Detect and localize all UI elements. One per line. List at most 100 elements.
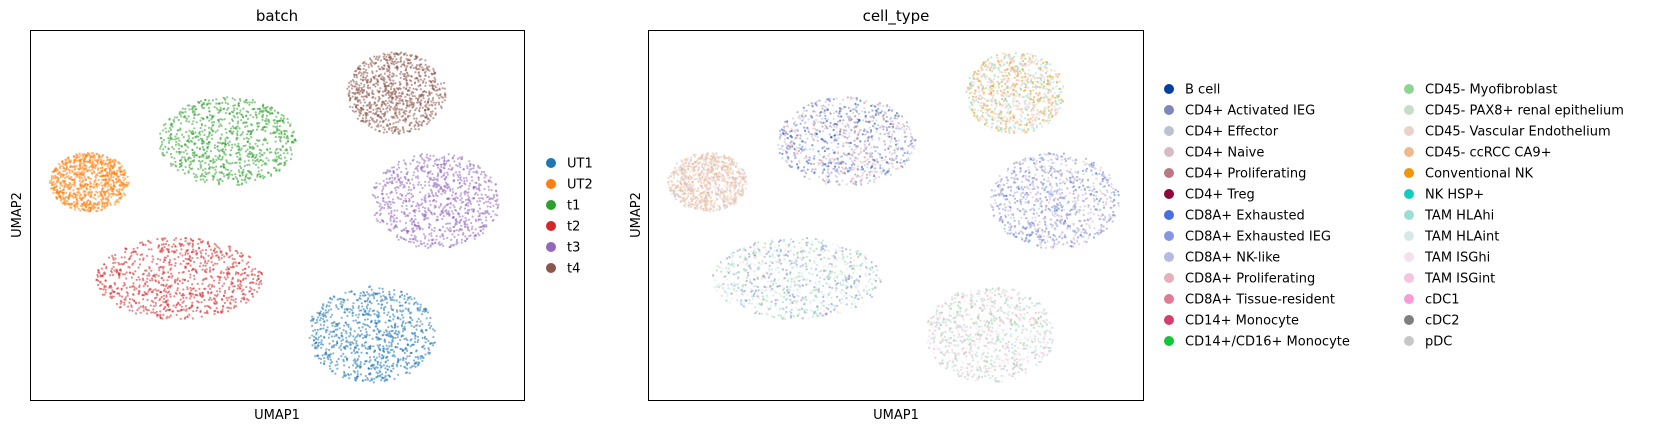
batch-point xyxy=(215,158,218,162)
batch-point xyxy=(180,158,183,161)
batch-point xyxy=(413,234,416,237)
batch-point xyxy=(374,74,377,77)
batch-point xyxy=(433,181,436,184)
batch-point xyxy=(280,133,283,136)
batch-point xyxy=(464,216,467,220)
batch-point xyxy=(85,165,88,168)
batch-point xyxy=(169,128,173,132)
batch-point xyxy=(492,196,495,199)
batch-point xyxy=(182,300,185,303)
batch-point xyxy=(76,154,79,157)
batch-point xyxy=(283,136,286,139)
batch-point xyxy=(407,188,410,192)
batch-point xyxy=(377,201,380,204)
batch-point xyxy=(113,281,116,285)
batch-point xyxy=(223,276,226,279)
batch-point xyxy=(236,179,240,183)
batch-point xyxy=(108,256,111,259)
batch-point xyxy=(373,195,376,198)
batch-point xyxy=(430,100,433,103)
batch-point xyxy=(181,282,184,285)
batch-point xyxy=(229,245,232,248)
batch-point xyxy=(360,72,363,75)
batch-point xyxy=(73,206,77,209)
batch-point xyxy=(251,281,254,284)
batch-point xyxy=(458,207,462,210)
batch-point xyxy=(226,108,229,111)
batch-point xyxy=(255,279,259,282)
batch-point xyxy=(241,254,244,257)
batch-point xyxy=(429,158,432,161)
batch-point xyxy=(465,202,468,205)
batch-point xyxy=(137,307,140,310)
batch-point xyxy=(207,106,210,109)
batch-point xyxy=(384,85,387,88)
batch-point xyxy=(430,72,433,75)
batch-point xyxy=(474,233,477,237)
batch-point xyxy=(323,336,326,339)
batch-point xyxy=(413,223,416,226)
batch-point xyxy=(152,308,155,311)
batch-point xyxy=(266,142,269,145)
batch-point xyxy=(419,240,422,243)
batch-point xyxy=(210,127,213,130)
batch-point xyxy=(202,118,205,121)
batch-point xyxy=(90,177,93,181)
batch-point xyxy=(218,141,222,145)
batch-point xyxy=(486,205,489,208)
batch-point xyxy=(257,166,260,169)
batch-point xyxy=(414,167,417,170)
batch-point xyxy=(224,138,227,141)
batch-point xyxy=(395,168,399,171)
batch-point xyxy=(70,178,73,181)
batch-point xyxy=(429,178,432,181)
batch-point xyxy=(81,181,84,184)
batch-point xyxy=(219,108,223,111)
batch-point xyxy=(427,97,430,100)
batch-point xyxy=(230,132,233,135)
batch-point xyxy=(228,112,232,115)
batch-point xyxy=(199,163,202,166)
batch-point xyxy=(235,138,238,141)
batch-point xyxy=(124,250,127,254)
batch-point xyxy=(366,347,369,350)
batch-point xyxy=(408,302,411,305)
batch-point xyxy=(405,106,408,110)
batch-point xyxy=(168,290,171,293)
batch-point xyxy=(392,107,395,110)
batch-point xyxy=(207,135,210,138)
batch-point xyxy=(209,160,212,163)
batch-point xyxy=(403,111,406,114)
batch-point xyxy=(199,166,202,169)
batch-point xyxy=(242,288,245,291)
batch-point xyxy=(62,170,65,173)
batch-point xyxy=(443,178,446,181)
batch-point xyxy=(446,173,449,176)
batch-point xyxy=(439,235,442,238)
batch-point xyxy=(413,117,416,120)
batch-point xyxy=(466,179,469,182)
batch-point xyxy=(248,142,251,145)
batch-point xyxy=(238,97,241,101)
batch-point xyxy=(189,157,192,160)
batch-point xyxy=(200,252,203,255)
batch-point xyxy=(435,238,438,241)
batch-point xyxy=(210,134,213,137)
batch-point xyxy=(406,339,409,342)
batch-point xyxy=(406,192,409,195)
batch-point xyxy=(485,225,488,228)
batch-point xyxy=(267,159,270,162)
batch-point xyxy=(375,78,379,81)
batch-point xyxy=(468,196,471,199)
batch-point xyxy=(320,346,323,349)
batch-point xyxy=(421,157,424,160)
batch-point xyxy=(278,135,281,138)
batch-point xyxy=(376,58,379,62)
batch-point xyxy=(162,243,165,246)
batch-point xyxy=(469,163,472,166)
batch-point xyxy=(208,113,211,117)
batch-point xyxy=(164,309,167,313)
batch-point xyxy=(465,176,468,179)
batch-point xyxy=(216,310,219,313)
batch-point xyxy=(103,203,106,206)
